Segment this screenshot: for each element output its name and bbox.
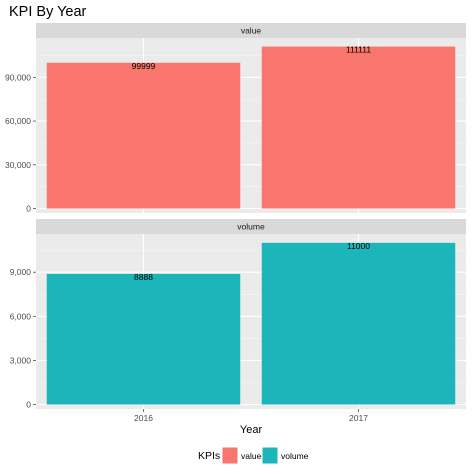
facet-strip [36,23,466,38]
legend-key [221,446,239,465]
x-tick-label: 2016 [134,413,153,423]
facet-strip [36,219,466,234]
y-tick-label: 3,000 [10,355,32,365]
legend-key [261,446,279,465]
facet-value: value 0 30,000 60,000 90,000 99999 111111 [5,23,466,214]
legend: KPIs value volume [198,446,309,465]
bar [46,62,241,209]
bar [261,242,456,405]
y-tick-label: 30,000 [5,160,31,170]
facet-strip-label: volume [237,222,265,232]
bar-data-label: 11000 [347,241,370,251]
legend-title: KPIs [198,450,220,462]
y-tick-label: 0 [26,400,31,410]
legend-item-label: volume [281,451,309,461]
y-tick-label: 90,000 [5,72,31,82]
y-tick-label: 0 [26,204,31,214]
chart-title: KPI By Year [9,4,87,20]
bar-data-label: 99999 [132,61,156,71]
x-axis-title: Year [240,424,263,436]
y-tick-label: 9,000 [10,267,32,277]
bar-data-label: 8888 [134,272,153,282]
y-tick-label: 60,000 [5,116,31,126]
legend-item-label: value [241,451,262,461]
facet-strip-label: value [241,26,262,36]
bar-data-label: 111111 [346,45,371,55]
y-tick-label: 6,000 [10,311,32,321]
bar [46,273,241,405]
x-axis: 2016 2017 [134,409,368,423]
bar [261,46,456,209]
x-tick-label: 2017 [349,413,368,423]
facet-volume: volume 0 3,000 6,000 9,000 8888 11000 [10,219,466,410]
